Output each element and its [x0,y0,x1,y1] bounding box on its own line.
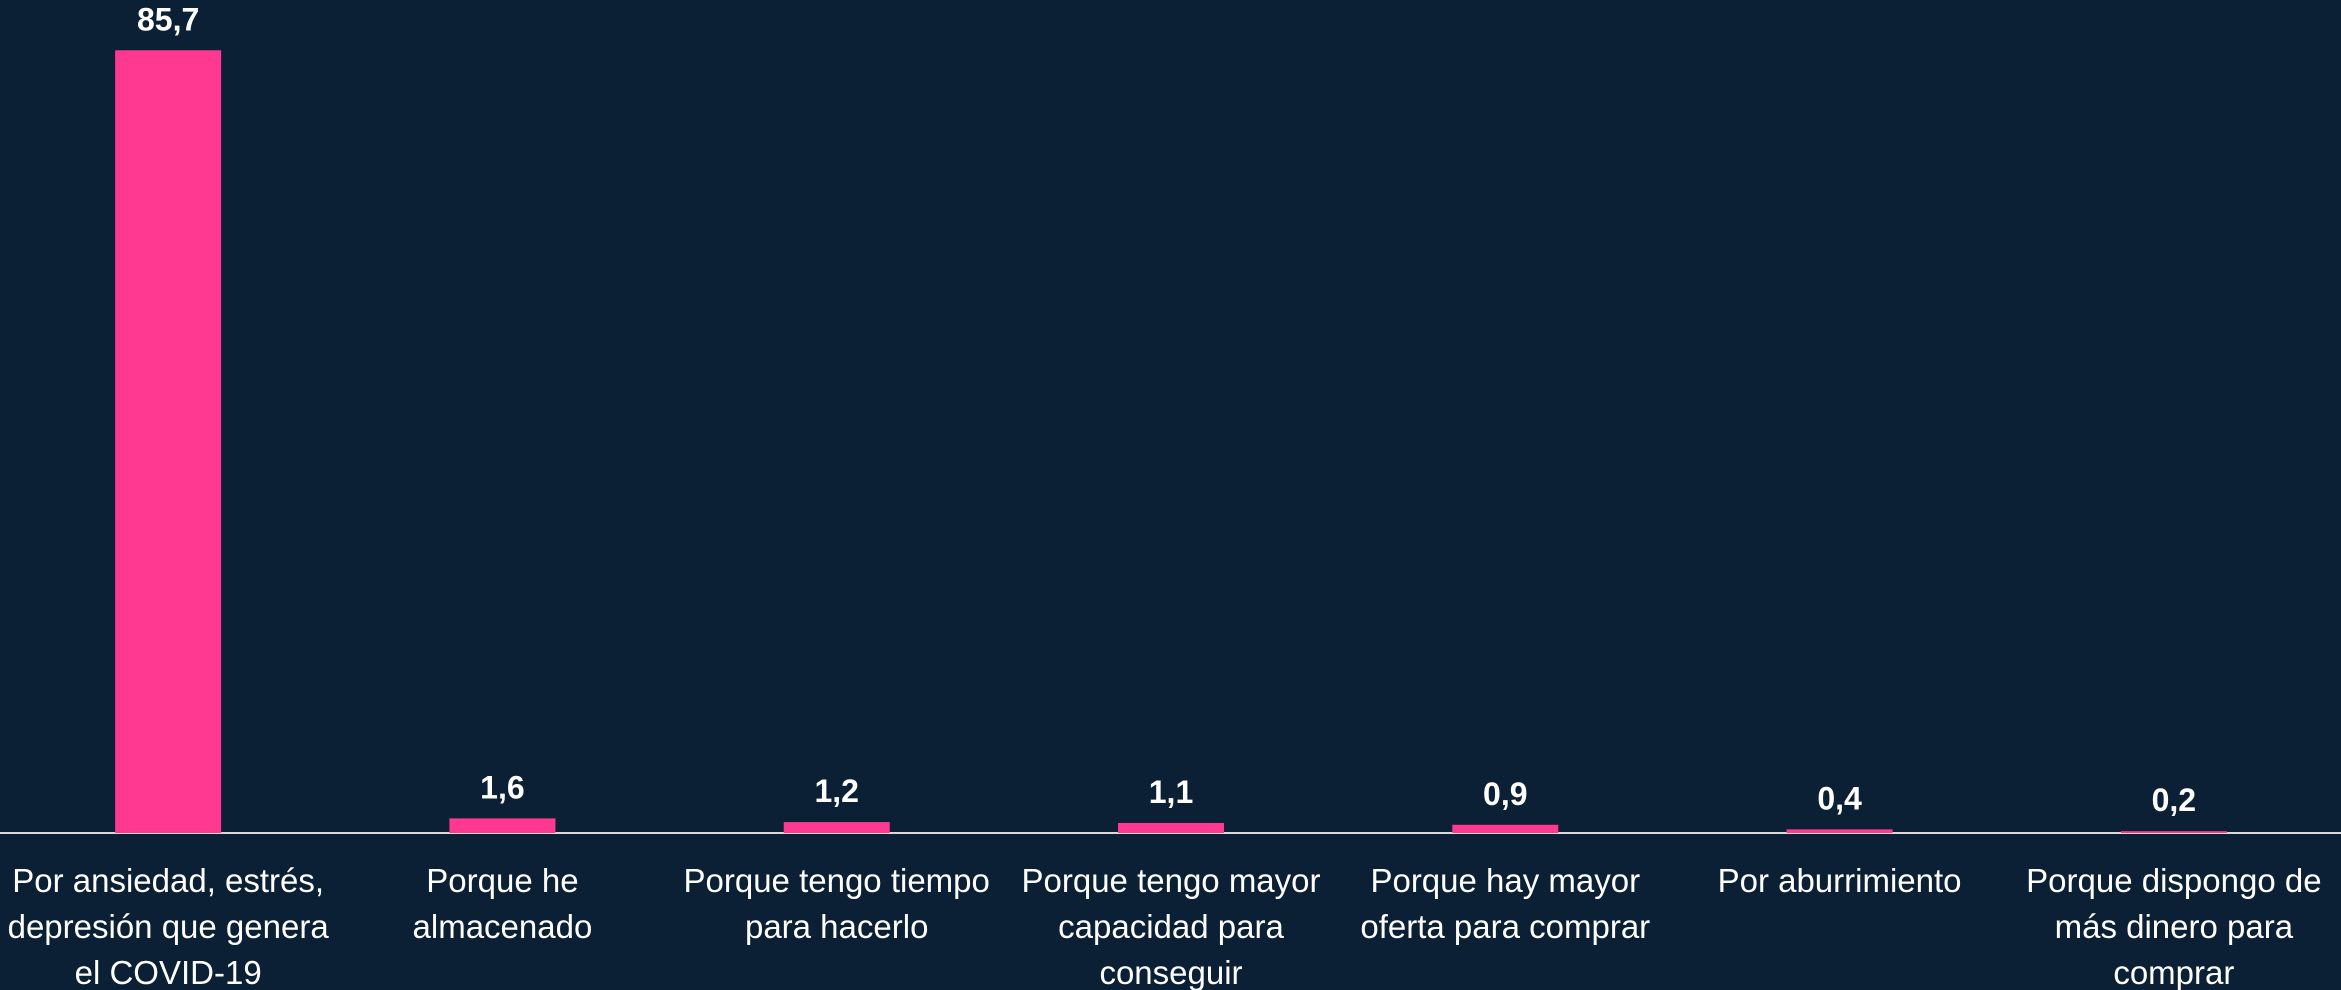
value-label: 0,4 [1817,780,1862,816]
bar [1786,829,1893,833]
x-tick-label: Porque tengo mayor capacidad para conseg… [1021,862,1321,990]
bar [783,822,890,833]
value-label: 1,6 [480,769,524,805]
value-label: 0,2 [2152,782,2196,818]
x-tick-label: Porque hay mayor oferta para comprar [1360,862,1651,945]
x-tick-label: Por aburrimiento [1717,862,1962,899]
bar [1452,824,1559,833]
bar [1118,822,1224,833]
value-label: 0,9 [1483,776,1527,812]
value-label: 85,7 [137,1,199,37]
x-tick-label: Por ansiedad, estrés, depresión que gene… [7,862,329,990]
bar [2120,831,2227,833]
x-tick-label: Porque tengo tiempo para hacerlo [683,862,990,945]
x-tick-label: Porque he almacenado [412,862,593,945]
x-tick-label: Porque dispongo de más dinero para compr… [2026,862,2322,990]
value-label: 1,2 [814,773,858,809]
bar [449,818,556,833]
value-label: 1,1 [1149,774,1193,810]
bar [115,50,222,834]
